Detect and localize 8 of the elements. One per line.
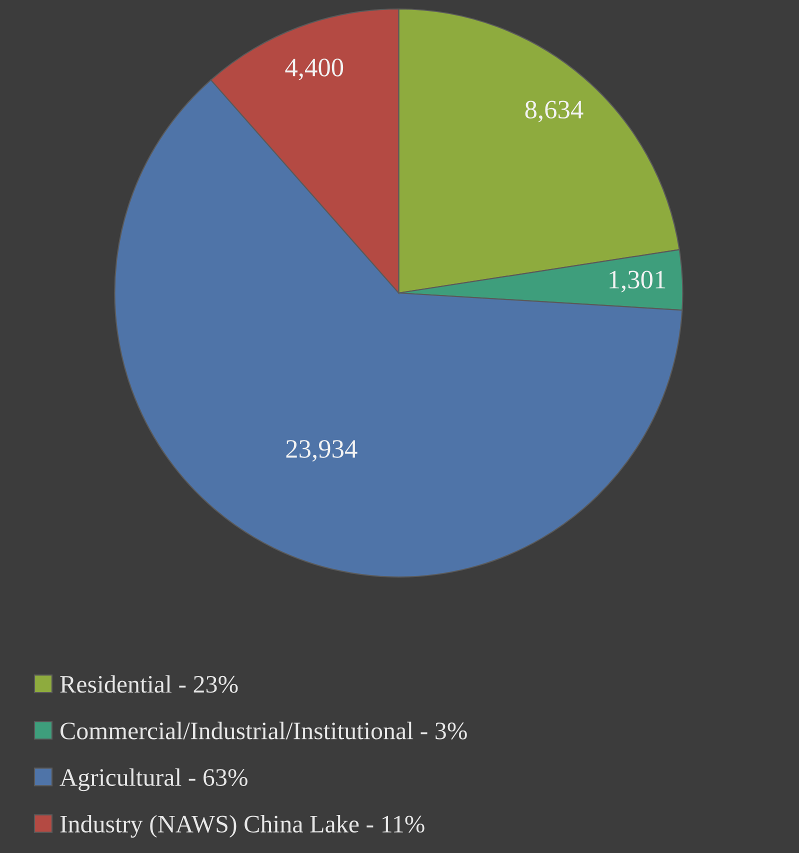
data-label: 8,634 bbox=[525, 100, 584, 122]
legend-label: Commercial/Industrial/Institutional - 3% bbox=[60, 722, 467, 740]
data-label: 1,301 bbox=[610, 270, 666, 292]
legend-label: Agricultural - 63% bbox=[60, 768, 248, 792]
data-label: 4,400 bbox=[285, 58, 344, 80]
legend-label: Residential - 23% bbox=[60, 675, 238, 693]
legend-label: Industry (NAWS) China Lake - 11% bbox=[60, 814, 424, 838]
data-label: 23,934 bbox=[286, 440, 358, 462]
